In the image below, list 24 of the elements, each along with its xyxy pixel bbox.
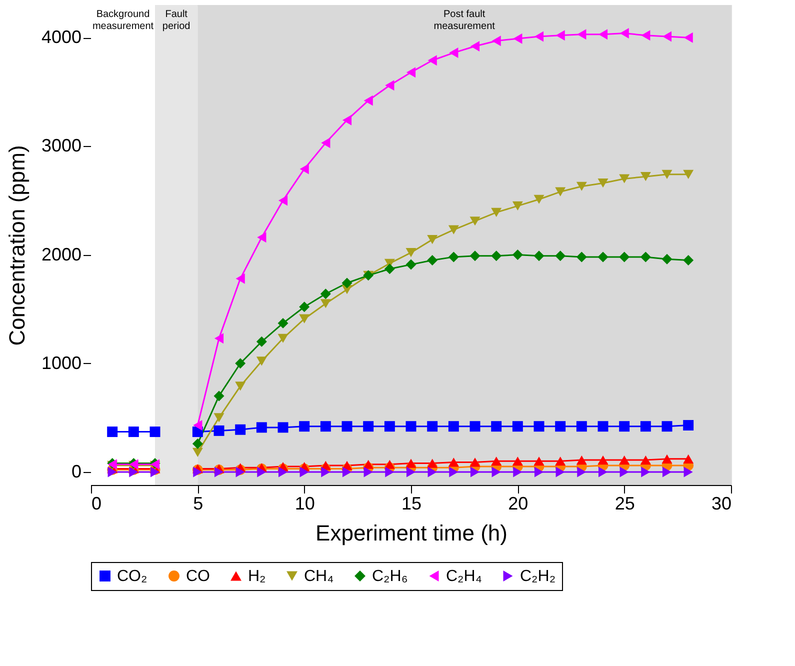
band-label: Background measurement <box>92 9 154 32</box>
legend-label: CO₂ <box>117 568 148 585</box>
legend-label: C₂H₂ <box>520 568 556 585</box>
x-tick-label: 10 <box>294 494 315 514</box>
y-tick-label: 1000 <box>41 352 82 373</box>
x-tick-label: 0 <box>92 494 102 514</box>
y-tick-label: 3000 <box>41 136 82 156</box>
x-tick-label: 5 <box>193 494 204 514</box>
legend-label: H₂ <box>248 568 266 585</box>
y-tick-label: 2000 <box>41 244 82 264</box>
legend-label: C₂H₄ <box>446 568 482 585</box>
x-tick-label: 25 <box>614 494 635 514</box>
legend-label: C₂H₆ <box>372 568 408 585</box>
y-tick-label: 0 <box>71 461 82 482</box>
x-axis-title: Experiment time (h) <box>316 520 508 546</box>
band-label: Post fault measurement <box>434 9 496 32</box>
y-axis-title: Concentration (ppm) <box>4 145 30 346</box>
x-tick-label: 20 <box>508 494 528 514</box>
band-label: Fault period <box>162 9 190 32</box>
y-tick-label: 4000 <box>41 27 82 48</box>
x-tick-label: 30 <box>711 494 732 514</box>
x-tick-label: 15 <box>401 494 422 514</box>
legend-label: CH₄ <box>304 568 334 585</box>
legend-label: CO <box>186 568 210 585</box>
